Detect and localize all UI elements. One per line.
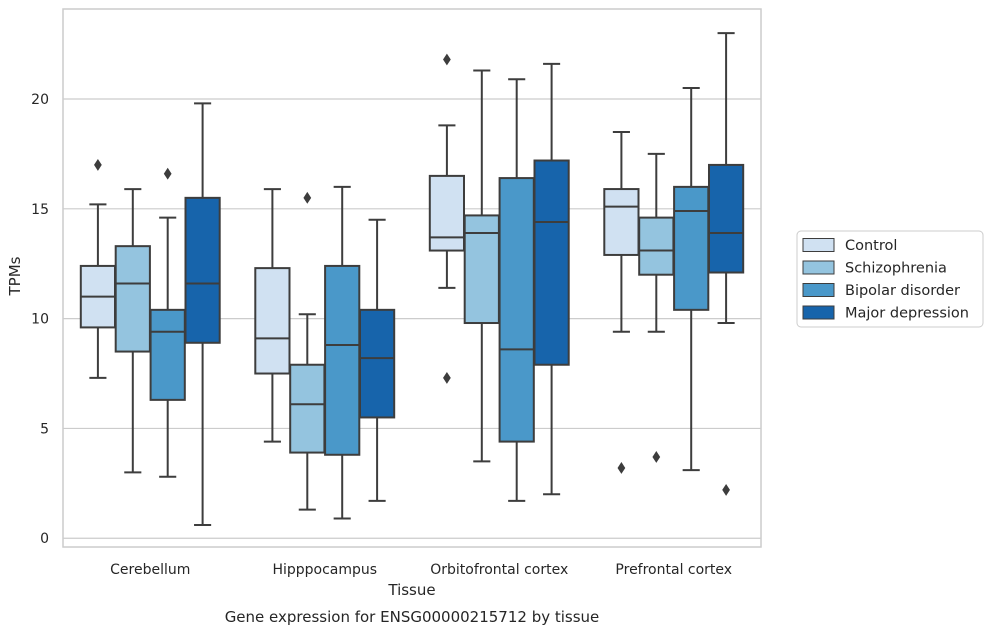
box-prefrontal-cortex: [673, 87, 710, 472]
box-cerebellum: [184, 102, 221, 527]
box-orbitofrontal-cortex: [498, 78, 535, 502]
y-axis-title: TPMs: [6, 256, 24, 296]
box-body: [498, 177, 535, 443]
outlier-point: [617, 462, 626, 474]
y-tick-label: 10: [31, 312, 49, 328]
legend: Control Schizophrenia Bipolar disorder Majo…: [796, 230, 984, 328]
legend-swatch: [802, 260, 835, 275]
box-orbitofrontal-cortex: [533, 62, 570, 496]
box-prefrontal-cortex: [638, 152, 675, 463]
box-body: [149, 308, 186, 401]
plot-area-frame: [62, 8, 762, 548]
legend-label: Bipolar disorder: [845, 283, 960, 299]
y-tick-label: 20: [31, 92, 49, 108]
box-body: [254, 267, 291, 375]
box-body: [463, 214, 500, 325]
box-body: [289, 363, 326, 454]
outlier-point: [722, 483, 730, 496]
outlier-point: [443, 53, 451, 66]
y-tick-label: 15: [31, 202, 49, 218]
series-schizophrenia: [114, 69, 675, 511]
x-axis-title: Tissue: [387, 581, 435, 599]
box-body: [358, 308, 396, 419]
box-hipppocampus: [324, 185, 361, 520]
legend-swatch: [802, 283, 835, 297]
y-tick-label: 0: [40, 531, 49, 547]
outlier-point: [94, 158, 102, 171]
box-body: [184, 196, 221, 344]
legend-item-bipolar-disorder: Bipolar disorder: [802, 283, 960, 299]
box-orbitofrontal-cortex: [428, 53, 466, 384]
y-tick-labels: 0 5 10 15 20: [31, 92, 49, 547]
legend-frame: [796, 230, 984, 328]
outlier-point: [163, 167, 172, 180]
box-cerebellum: [149, 167, 186, 478]
series-bipolar-disorder: [149, 78, 710, 520]
box-body: [603, 188, 640, 256]
y-tick-label: 5: [40, 421, 49, 437]
box-series: [79, 32, 745, 527]
box-cerebellum: [79, 158, 117, 379]
box-body: [533, 159, 570, 366]
legend-label: Schizophrenia: [845, 261, 947, 277]
box-body: [673, 185, 710, 311]
legend-label: Major depression: [845, 306, 969, 322]
box-hipppocampus: [358, 218, 396, 502]
chart-caption: Gene expression for ENSG00000215712 by t…: [225, 608, 600, 626]
legend-item-control: Control: [802, 238, 897, 254]
x-tick-label: Orbitofrontal cortex: [430, 562, 568, 578]
legend-item-major-depression: Major depression: [802, 305, 969, 322]
legend-label: Control: [845, 238, 897, 254]
box-prefrontal-cortex: [603, 130, 640, 474]
outlier-point: [303, 191, 312, 204]
box-orbitofrontal-cortex: [463, 69, 500, 463]
box-hipppocampus: [289, 191, 326, 511]
x-tick-labels: Cerebellum Hipppocampus Orbitofrontal cort…: [110, 562, 732, 578]
outlier-point: [443, 371, 451, 384]
x-tick-label: Prefrontal cortex: [615, 562, 732, 578]
box-cerebellum: [114, 188, 151, 474]
box-hipppocampus: [254, 188, 291, 443]
x-tick-label: Hipppocampus: [272, 562, 377, 578]
x-tick-label: Cerebellum: [110, 562, 190, 578]
legend-item-schizophrenia: Schizophrenia: [802, 260, 947, 277]
box-body: [428, 174, 466, 252]
legend-swatch: [802, 238, 835, 252]
box-prefrontal-cortex: [707, 32, 745, 496]
box-body: [707, 163, 745, 274]
series-major-depression: [184, 32, 745, 527]
outlier-point: [652, 451, 661, 463]
box-body: [114, 245, 151, 353]
box-body: [324, 264, 361, 456]
box-body: [638, 216, 675, 276]
legend-items: Control Schizophrenia Bipolar disorder Majo…: [802, 238, 969, 322]
legend-swatch: [802, 305, 835, 320]
